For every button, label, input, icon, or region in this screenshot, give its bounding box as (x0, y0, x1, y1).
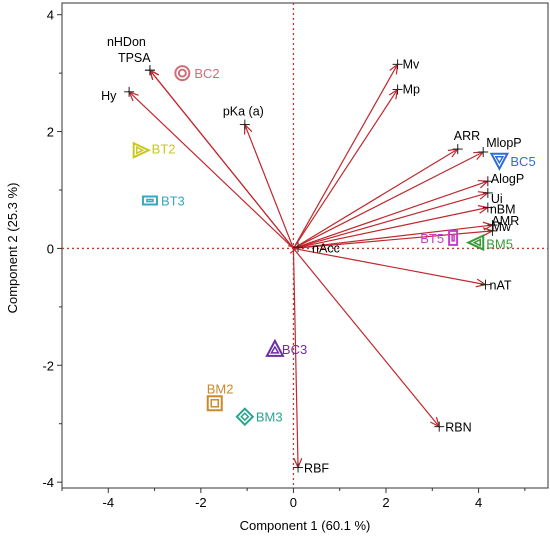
observation-marker-inner (270, 345, 280, 354)
loading-label: Hy (101, 89, 117, 103)
loading-label: MlopP (486, 136, 521, 150)
observation-label: BM3 (256, 410, 283, 425)
x-tick-label: 4 (475, 495, 482, 510)
x-tick-label: 2 (382, 495, 389, 510)
loading-label: AlogP (491, 172, 524, 186)
y-tick-label: 2 (47, 125, 54, 140)
observation-markers: BC2 BT2 BT3 BC5 BT5 BM5 BC3 BM2 BM3 (132, 65, 536, 427)
observation-marker (465, 234, 485, 252)
loading-label: TPSA (118, 51, 151, 65)
loading-arrow (293, 151, 484, 249)
loading-label: Ui (491, 192, 503, 206)
loading-label: Mv (403, 57, 420, 71)
observation-marker (141, 195, 158, 206)
loading-arrowhead (447, 148, 460, 158)
loading-label: nBM (490, 203, 516, 217)
loading-arrow (292, 89, 399, 249)
observation-marker-inner (177, 68, 187, 78)
loading-arrow (293, 224, 493, 250)
loading-label: nHDon (107, 35, 146, 49)
loading-arrow (244, 124, 294, 249)
observation-marker-inner (494, 156, 505, 165)
observation-label: BM5 (486, 237, 513, 252)
y-tick-label: -2 (42, 358, 54, 373)
observation-label: BT5 (420, 231, 444, 246)
loading-label: nAcc (312, 241, 340, 255)
observation-marker-inner (146, 198, 154, 203)
observation-marker (235, 407, 255, 427)
loading-arrow (292, 64, 399, 249)
loading-label: Mw (491, 220, 511, 234)
loading-arrow (293, 192, 488, 249)
plot-frame (61, 2, 549, 489)
x-axis-ticks: -4 -2 0 2 4 (61, 488, 526, 510)
y-axis-ticks: -4 -2 0 2 4 (42, 8, 62, 490)
x-tick-label: -4 (103, 495, 115, 510)
y-tick-label: -4 (42, 475, 54, 490)
x-tick-label: 0 (290, 495, 297, 510)
observation-label: BC5 (510, 154, 535, 169)
loading-labels: nHDon TPSA Hy pKa (a) Mv Mp ARR MlopP AlogP UinBM… (101, 35, 524, 475)
observation-marker-inner (135, 146, 145, 155)
loading-label: Mp (403, 82, 420, 96)
loading-arrow (293, 180, 489, 249)
observation-label: BM2 (207, 381, 234, 396)
loading-arrowhead (389, 63, 399, 75)
loading-arrow (292, 248, 299, 468)
y-tick-label: 0 (47, 241, 54, 256)
observation-marker-inner (472, 238, 482, 247)
observation-marker (489, 152, 510, 171)
x-axis-title: Component 1 (60.1 %) (240, 518, 371, 533)
loading-arrows (124, 59, 498, 473)
y-axis-title: Component 2 (25.3 %) (5, 183, 20, 314)
loading-arrow (292, 248, 440, 428)
loading-arrow (293, 148, 459, 249)
loading-label: ARR (454, 129, 480, 143)
loading-arrowhead (388, 88, 399, 100)
observation-label: BT2 (152, 141, 176, 156)
loading-arrow (293, 230, 493, 250)
observation-marker-inner (451, 234, 455, 242)
observation-marker-inner (240, 412, 250, 422)
loading-label: RBN (445, 421, 471, 435)
observation-marker-inner (210, 399, 219, 408)
loading-arrow (293, 206, 488, 250)
observation-label: BT3 (161, 194, 185, 209)
loading-label: AMR (491, 214, 519, 228)
loading-label: nAT (490, 279, 512, 293)
observation-label: BC3 (282, 342, 307, 357)
loading-label: RBF (304, 462, 329, 476)
y-tick-label: 4 (47, 8, 54, 23)
loading-label: pKa (a) (223, 105, 264, 119)
x-tick-label: -2 (195, 495, 207, 510)
loading-arrow (128, 91, 294, 249)
observation-marker (174, 65, 191, 82)
loading-arrow (149, 69, 294, 249)
observation-marker (132, 141, 152, 159)
observation-label: BC2 (194, 66, 219, 81)
observation-marker (448, 229, 459, 246)
observation-marker (265, 338, 285, 357)
loading-arrow (293, 247, 486, 286)
observation-marker (206, 395, 223, 412)
